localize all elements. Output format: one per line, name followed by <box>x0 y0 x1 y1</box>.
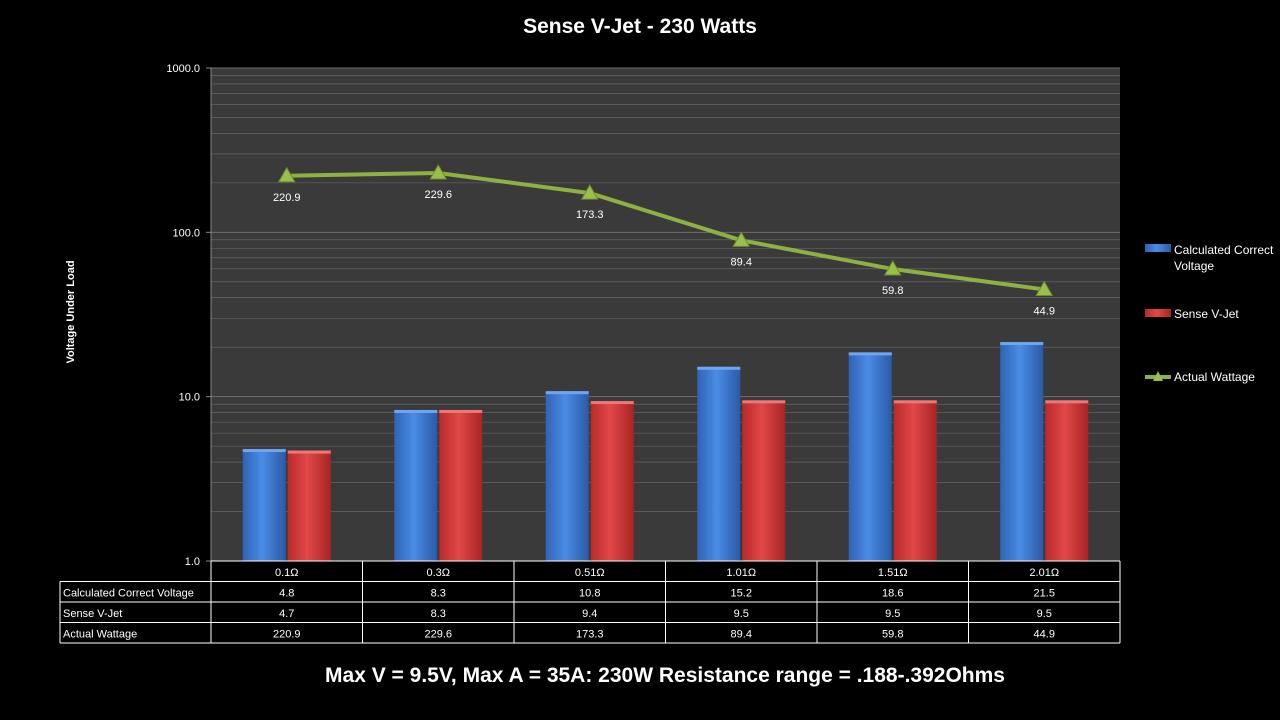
bar-top-highlight <box>697 366 741 370</box>
wattage-marker <box>429 164 448 180</box>
sense-vjet-bar <box>893 400 937 561</box>
table-cell: 4.8 <box>279 588 294 600</box>
legend-swatch-calculated <box>1145 244 1171 252</box>
calculated-voltage-bar <box>242 449 286 561</box>
sense-vjet-bar <box>742 400 786 561</box>
legend-label-calculated: Calculated Correct Voltage <box>1174 243 1274 273</box>
calculated-voltage-bar <box>848 352 892 561</box>
table-row-label: Calculated Correct Voltage <box>63 588 194 600</box>
calculated-voltage-bar <box>1000 342 1044 561</box>
table-cell: 21.5 <box>1034 588 1055 600</box>
wattage-data-label: 173.3 <box>576 209 604 221</box>
legend-marker-wattage <box>1153 371 1163 381</box>
calculated-voltage-bar <box>697 366 741 561</box>
bar-top-highlight <box>590 401 634 405</box>
table-cell: 89.4 <box>731 629 752 641</box>
bar-top-highlight <box>848 352 892 356</box>
chart-title: Sense V-Jet - 230 Watts <box>523 15 757 38</box>
y-tick-label: 10.0 <box>179 392 200 404</box>
table-cell: 9.5 <box>1037 608 1052 620</box>
table-cell: 59.8 <box>882 629 903 641</box>
bar-top-highlight <box>742 400 786 404</box>
y-axis-label: Voltage Under Load <box>65 260 77 363</box>
legend-label-sense: Sense V-Jet <box>1174 307 1239 321</box>
table-row-label: Sense V-Jet <box>63 608 122 620</box>
y-axis-ticks: 1.0 10.0 100.0 1000.0 <box>166 63 211 568</box>
sense-vjet-bar <box>439 409 483 561</box>
wattage-line <box>286 171 1045 292</box>
bar-top-highlight <box>439 409 483 413</box>
footer-annotation: Max V = 9.5V, Max A = 35A: 230W Resistan… <box>325 664 1005 687</box>
calculated-voltage-bar <box>394 409 438 561</box>
table-cell: 8.3 <box>431 608 446 620</box>
gridlines <box>210 67 1120 561</box>
x-category-label: 0.3Ω <box>426 567 450 579</box>
table-cell: 8.3 <box>431 588 446 600</box>
data-labels: 220.9 229.6 173.3 89.4 59.8 44.9 <box>273 189 1055 317</box>
wattage-data-label: 44.9 <box>1034 305 1055 317</box>
bar-top-highlight <box>242 449 286 453</box>
table-cell: 9.4 <box>582 608 597 620</box>
bar-top-highlight <box>287 450 331 454</box>
bar-top-highlight <box>893 400 937 404</box>
wattage-data-label: 89.4 <box>731 256 752 268</box>
sense-vjet-bar <box>590 401 634 561</box>
wattage-marker <box>277 166 296 183</box>
x-category-label: 1.01Ω <box>726 567 756 579</box>
bar-top-highlight <box>545 391 589 395</box>
x-category-label: 2.01Ω <box>1029 567 1059 579</box>
x-category-label: 1.51Ω <box>878 567 908 579</box>
table-cell: 4.7 <box>279 608 294 620</box>
bar-top-highlight <box>394 409 438 413</box>
table-cell: 18.6 <box>882 588 903 600</box>
wattage-markers <box>277 164 1054 296</box>
x-category-label: 0.51Ω <box>575 567 605 579</box>
sense-vjet-bar <box>287 450 331 561</box>
actual-wattage-line <box>286 171 1045 292</box>
table-cell: 15.2 <box>731 588 752 600</box>
table-cell: 44.9 <box>1034 629 1055 641</box>
wattage-marker <box>883 260 902 276</box>
bar-top-highlight <box>1000 342 1044 346</box>
y-tick-label: 1000.0 <box>166 63 200 75</box>
wattage-marker <box>732 231 751 247</box>
legend-swatch-sense <box>1145 309 1171 317</box>
wattage-marker <box>1035 280 1054 296</box>
bars <box>242 342 1089 561</box>
bar-top-highlight <box>1045 400 1089 404</box>
table-cell: 9.5 <box>885 608 900 620</box>
y-tick-label: 100.0 <box>172 227 200 239</box>
y-tick-label: 1.0 <box>185 556 200 568</box>
calculated-voltage-bar <box>545 391 589 561</box>
wattage-data-label: 59.8 <box>882 285 903 297</box>
table-cell: 229.6 <box>424 629 452 641</box>
wattage-data-label: 220.9 <box>273 192 301 204</box>
wattage-marker <box>580 184 599 200</box>
wattage-data-label: 229.6 <box>424 189 452 201</box>
legend: Calculated Correct Voltage Sense V-Jet Actu… <box>1145 243 1274 384</box>
table-cell: 9.5 <box>734 608 749 620</box>
table-cell: 173.3 <box>576 629 604 641</box>
plot-area <box>211 68 1120 561</box>
table-cell: 10.8 <box>579 588 600 600</box>
legend-label-wattage: Actual Wattage <box>1174 370 1255 384</box>
x-category-label: 0.1Ω <box>275 567 299 579</box>
data-table: 0.1Ω 0.3Ω 0.51Ω 1.01Ω 1.51Ω 2.01Ω Calculated C… <box>59 560 1121 644</box>
table-row-label: Actual Wattage <box>63 629 137 641</box>
table-cell: 220.9 <box>273 629 301 641</box>
sense-vjet-bar <box>1045 400 1089 561</box>
